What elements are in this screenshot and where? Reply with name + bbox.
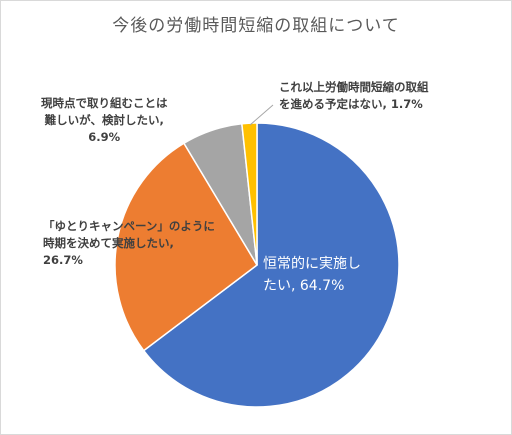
slice-no-plan (241, 122, 258, 266)
slice-label-no-plan: これ以上労働時間短縮の取組 を進める予定はない, 1.7% (279, 80, 429, 111)
chart-title: 今後の労働時間短縮の取組について (112, 16, 400, 36)
slice-constant (142, 122, 400, 408)
slice-label-constant: 恒常的に実施し たい, 64.7% (263, 256, 361, 294)
leader-line-no-plan (249, 104, 274, 126)
slice-label-campaign: 「ゆとりキャンペーン」のように 時期を決めて実施したい, 26.7% (43, 219, 215, 267)
slice-label-consider: 現時点で取り組むことは 難しいが、検討したい, 6.9% (41, 96, 168, 144)
slice-campaign (114, 142, 258, 352)
